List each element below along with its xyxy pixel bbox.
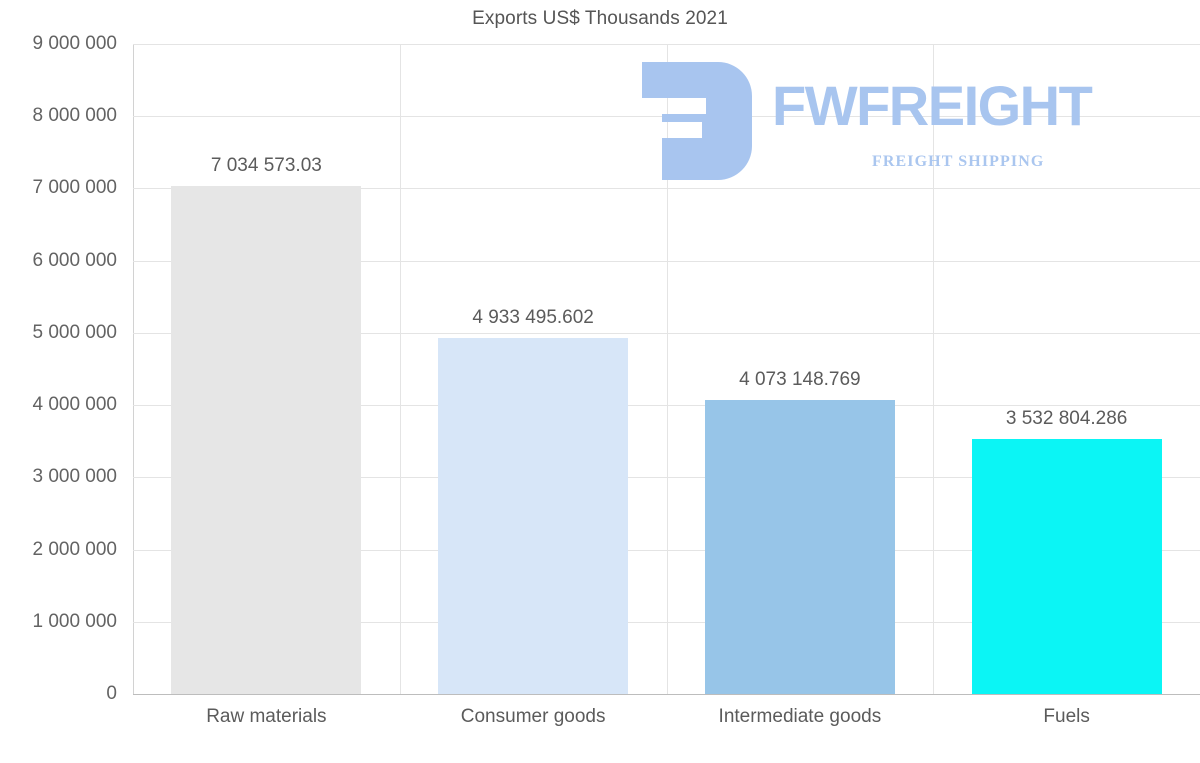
x-axis-category-label: Consumer goods xyxy=(460,706,606,727)
gridline-vertical xyxy=(933,44,934,694)
plot-area: 7 034 573.03 4 933 495.602 4 073 148.769 3 … xyxy=(133,44,1200,695)
x-axis-category-label: Raw materials xyxy=(206,706,327,727)
gridline-horizontal xyxy=(133,549,1200,551)
gridline-horizontal xyxy=(133,477,1200,479)
bar-value-label: 4 073 148.769 xyxy=(739,368,861,390)
y-axis-tick-label: 8 000 000 xyxy=(32,105,117,127)
y-axis-tick-label: 9 000 000 xyxy=(32,33,117,54)
bar[interactable]: 4 933 495.602 xyxy=(438,307,629,694)
gridline-horizontal xyxy=(133,44,1200,45)
gridline-horizontal xyxy=(133,694,1200,695)
y-axis-line xyxy=(133,44,134,695)
gridline-vertical xyxy=(667,44,668,694)
gridline-horizontal xyxy=(133,405,1200,407)
bar-value-label: 4 933 495.602 xyxy=(472,306,594,328)
x-axis-category-label: Intermediate goods xyxy=(718,706,882,727)
y-axis-tick-label: 4 000 000 xyxy=(32,394,117,416)
y-axis-tick-label: 0 xyxy=(106,683,117,704)
bar[interactable]: 4 073 148.769 xyxy=(704,369,895,694)
y-axis-tick-label: 2 000 000 xyxy=(32,538,117,560)
y-axis-tick-label: 3 000 000 xyxy=(32,466,117,488)
gridline-horizontal xyxy=(133,260,1200,262)
bar[interactable]: 7 034 573.03 xyxy=(171,155,362,694)
y-axis-tick-label: 6 000 000 xyxy=(32,249,117,271)
gridline-vertical xyxy=(400,44,401,694)
x-axis-category-label: Fuels xyxy=(1043,706,1090,727)
y-axis-tick-label: 1 000 000 xyxy=(32,610,117,632)
gridline-horizontal xyxy=(133,332,1200,334)
gridline-horizontal xyxy=(133,188,1200,190)
bar[interactable]: 3 532 804.286 xyxy=(971,408,1162,694)
gridline-horizontal xyxy=(133,621,1200,623)
y-axis-tick-label: 5 000 000 xyxy=(32,321,117,343)
bar-value-label: 3 532 804.286 xyxy=(1005,407,1128,429)
y-axis-tick-label: 7 000 000 xyxy=(32,177,117,199)
bar-value-label: 7 034 573.03 xyxy=(210,154,322,176)
chart-title: Exports US$ Thousands 2021 xyxy=(472,8,728,29)
